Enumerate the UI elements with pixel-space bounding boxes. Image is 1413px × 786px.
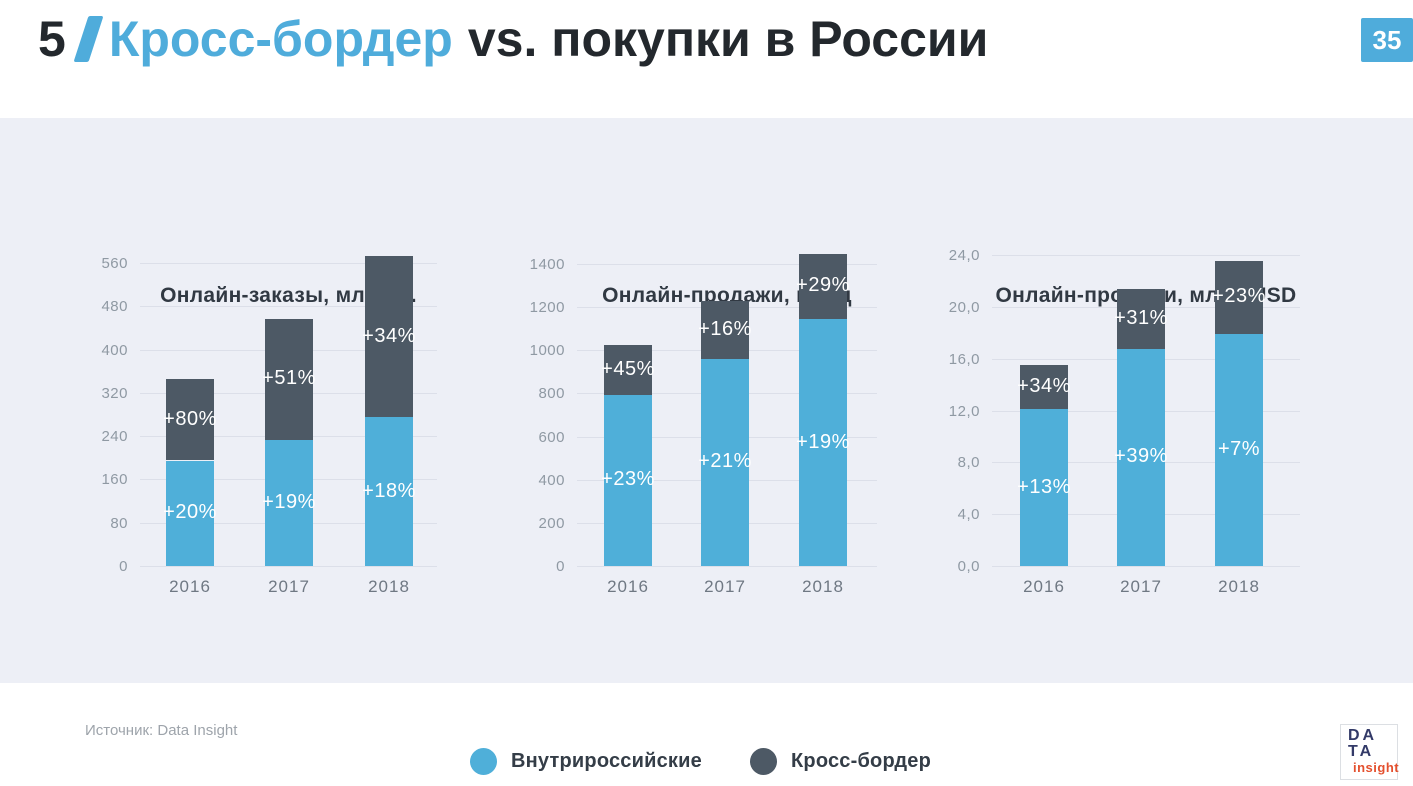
bar-growth-label-domestic: +18%: [362, 479, 416, 502]
y-tick-label: 24,0: [948, 247, 980, 265]
title-accent: Кросс-бордер: [108, 11, 453, 67]
bar-growth-label-crossborder: +45%: [601, 357, 655, 380]
y-tick-label: 20,0: [948, 299, 980, 317]
bar-growth-label-domestic: +20%: [163, 501, 217, 524]
bar-domestic-segment: [1117, 348, 1165, 566]
gridline: [992, 566, 1300, 567]
y-tick-label: 160: [101, 471, 128, 489]
bar-crossborder-segment: [1117, 289, 1165, 349]
logo-line-1: DA: [1348, 727, 1378, 744]
y-tick-label: 1000: [529, 342, 565, 360]
charts-panel: Онлайн-заказы, млн шт. Онлайн-продажи, м…: [0, 118, 1413, 775]
x-tick-label: 2018: [368, 577, 410, 596]
bar-domestic-segment: [1215, 334, 1263, 566]
y-tick-label: 400: [538, 471, 565, 489]
x-tick-label: 2016: [169, 577, 211, 596]
y-tick-label: 0,0: [957, 558, 980, 575]
bar-growth-label-domestic: +23%: [601, 468, 655, 491]
page-number-badge: 35: [1361, 18, 1413, 62]
bar-crossborder-segment: [799, 253, 847, 319]
y-tick-label: 4,0: [957, 506, 980, 524]
y-tick-label: 800: [538, 385, 565, 403]
gridline: [140, 566, 437, 567]
bar-crossborder-segment: [166, 379, 214, 461]
y-tick-label: 1400: [529, 256, 565, 274]
bar-growth-label-domestic: +19%: [262, 490, 316, 513]
logo-insight-text: insight: [1353, 760, 1400, 775]
y-tick-label: 400: [101, 341, 128, 359]
legend-item-crossborder: Кросс-бордер: [750, 748, 931, 775]
legend-dot-domestic: [470, 748, 497, 775]
y-tick-label: 240: [101, 428, 128, 446]
title-rest: vs. покупки в России: [467, 11, 989, 67]
bar-growth-label-domestic: +21%: [698, 450, 752, 473]
y-tick-label: 560: [101, 255, 128, 273]
data-insight-logo: DA TA insight: [1340, 724, 1400, 780]
x-tick-label: 2018: [802, 577, 844, 596]
logo-line-2: TA: [1348, 743, 1375, 760]
x-tick-label: 2017: [704, 577, 746, 596]
y-tick-label: 12,0: [948, 402, 980, 420]
bar-crossborder-segment: [701, 301, 749, 359]
gridline: [140, 263, 437, 265]
gridline: [577, 264, 877, 266]
y-tick-label: 16,0: [948, 350, 980, 368]
bar-growth-label-crossborder: +29%: [796, 274, 850, 297]
legend-label-domestic: Внутрироссийские: [511, 750, 702, 772]
bar-domestic-segment: [365, 417, 413, 566]
bar-growth-label-crossborder: +80%: [163, 407, 217, 430]
x-tick-label: 2018: [1218, 577, 1260, 596]
bar-crossborder-segment: [1215, 260, 1263, 335]
bar-domestic-segment: [1020, 409, 1068, 566]
bar-crossborder-segment: [365, 256, 413, 418]
source-note: Источник: Data Insight: [85, 722, 238, 739]
bar-growth-label-crossborder: +51%: [262, 367, 316, 390]
bar-domestic-segment: [799, 319, 847, 566]
bar-growth-label-crossborder: +23%: [1212, 285, 1266, 308]
legend-dot-crossborder: [750, 748, 777, 775]
bar-domestic-segment: [604, 394, 652, 566]
bar-domestic-segment: [166, 460, 214, 566]
y-tick-label: 80: [110, 514, 128, 532]
bar-domestic-segment: [265, 439, 313, 566]
y-tick-label: 8,0: [957, 454, 980, 472]
y-tick-label: 200: [538, 514, 565, 532]
x-tick-label: 2017: [1120, 577, 1162, 596]
gridline: [577, 566, 877, 567]
legend: Внутрироссийские Кросс-бордер: [0, 748, 1413, 778]
y-tick-label: 480: [101, 298, 128, 316]
bar-growth-label-domestic: +13%: [1017, 475, 1071, 498]
bar-growth-label-crossborder: +34%: [1017, 375, 1071, 398]
legend-item-domestic: Внутрироссийские: [470, 748, 702, 775]
y-tick-label: 600: [538, 428, 565, 446]
bar-growth-label-crossborder: +34%: [362, 324, 416, 347]
chart-title-online-orders: Онлайн-заказы, млн шт.: [160, 284, 417, 307]
bar-growth-label-domestic: +39%: [1114, 445, 1168, 468]
bar-growth-label-domestic: +19%: [796, 430, 850, 453]
bar-growth-label-crossborder: +31%: [1114, 306, 1168, 329]
slide-number: 5: [38, 11, 67, 67]
legend-label-crossborder: Кросс-бордер: [791, 750, 932, 772]
bar-growth-label-crossborder: +16%: [698, 318, 752, 341]
x-tick-label: 2017: [268, 577, 310, 596]
x-tick-label: 2016: [607, 577, 649, 596]
bar-domestic-segment: [701, 358, 749, 566]
gridline: [992, 255, 1300, 257]
header-title: 5 Кросс-бордер vs. покупки в России: [38, 8, 988, 70]
y-tick-label: 0: [119, 558, 128, 575]
y-tick-label: 1200: [529, 299, 565, 317]
bar-growth-label-domestic: +7%: [1217, 438, 1261, 461]
slash-icon: [73, 16, 104, 62]
bar-crossborder-segment: [265, 318, 313, 440]
bar-crossborder-segment: [1020, 365, 1068, 410]
gridline: [140, 306, 437, 308]
x-tick-label: 2016: [1023, 577, 1065, 596]
bar-crossborder-segment: [604, 344, 652, 395]
y-tick-label: 320: [101, 384, 128, 402]
y-tick-label: 0: [556, 558, 565, 575]
